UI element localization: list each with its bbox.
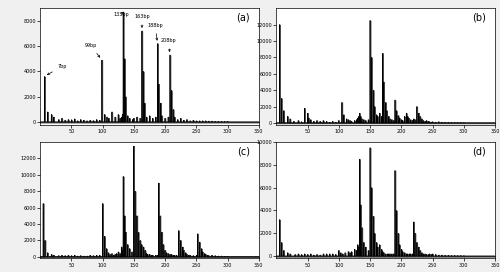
Text: 163bp: 163bp (134, 14, 150, 27)
Text: 188bp: 188bp (148, 23, 163, 40)
Text: (a): (a) (236, 13, 250, 23)
Text: 208bp: 208bp (160, 38, 176, 51)
Text: (c): (c) (237, 147, 250, 157)
Text: (b): (b) (472, 13, 486, 23)
Text: (d): (d) (472, 147, 486, 157)
Text: 133bp: 133bp (113, 12, 129, 17)
Text: 7bp: 7bp (48, 64, 67, 75)
Text: 99bp: 99bp (85, 43, 100, 57)
